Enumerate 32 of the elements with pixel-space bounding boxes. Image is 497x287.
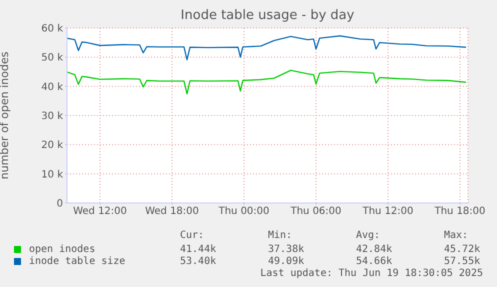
y-tick-label: 30 k (41, 111, 64, 122)
line-series (67, 35, 467, 60)
legend-label: inode table size (28, 256, 126, 267)
x-tick-label: Thu 12:00 (362, 206, 414, 218)
y-tick-label: 0 (56, 198, 63, 210)
text: Avg: (356, 230, 380, 241)
line-series (67, 70, 467, 95)
y-tick-label: 20 k (41, 140, 64, 152)
y-tick-label: 10 k (41, 169, 64, 180)
text: 54.66k (356, 256, 392, 267)
text: 41.44k (180, 244, 216, 255)
text: 45.72k (444, 244, 480, 255)
text: 49.09k (268, 256, 304, 267)
text: Cur: (180, 230, 204, 241)
text: 53.40k (180, 256, 216, 267)
y-tick-label: 40 k (41, 82, 64, 93)
x-tick-label: Wed 12:00 (73, 206, 127, 218)
x-tick-label: Thu 06:00 (290, 206, 342, 218)
y-tick-label: 50 k (41, 52, 64, 64)
x-tick-label: Wed 18:00 (145, 206, 199, 218)
text: Last update: Thu Jun 19 18:30:05 2025 (260, 268, 483, 279)
y-tick-label: 60 k (41, 24, 64, 35)
text: 42.84k (356, 244, 392, 255)
x-tick-label: Thu 18:00 (434, 206, 486, 218)
chart-title: Inode table usage - by day (180, 8, 356, 23)
text: 57.55k (444, 256, 480, 267)
text: 37.38k (268, 244, 304, 255)
text: Min: (268, 230, 292, 241)
y-axis-title: number of open inodes (0, 51, 11, 180)
x-tick-label: Thu 00:00 (218, 206, 270, 218)
text: Max: (444, 230, 468, 241)
legend-label: open inodes (28, 244, 96, 255)
